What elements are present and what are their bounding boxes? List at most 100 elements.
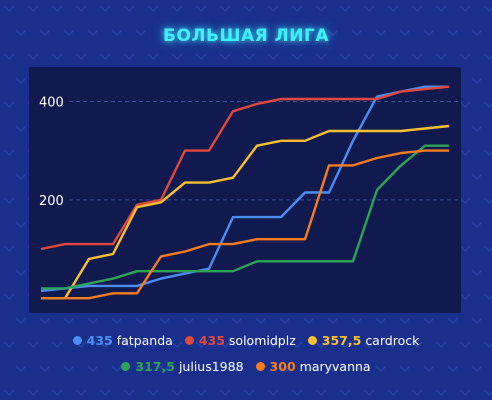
chevron-pattern-mark (459, 293, 471, 301)
chevron-pattern-mark (219, 53, 231, 61)
chevron-pattern-mark (459, 149, 471, 157)
chevron-pattern-mark (51, 341, 63, 349)
chevron-pattern-mark (483, 197, 492, 205)
chevron-pattern-mark (411, 389, 423, 397)
chevron-pattern-mark (315, 341, 327, 349)
chevron-pattern-mark (387, 389, 399, 397)
chevron-pattern-mark (387, 53, 399, 61)
chevron-pattern-mark (411, 53, 423, 61)
chevron-pattern-mark (207, 365, 219, 373)
chevron-pattern-mark (183, 29, 195, 37)
chevron-pattern-mark (195, 53, 207, 61)
chevron-pattern-mark (243, 5, 255, 13)
y-tick-label-400: 400 (39, 95, 64, 110)
chevron-pattern-mark (243, 389, 255, 397)
chevron-pattern-mark (459, 197, 471, 205)
chevron-pattern-mark (375, 365, 387, 373)
chart-y-ticks: 200 400 (39, 95, 64, 208)
chevron-pattern-mark (471, 77, 483, 85)
chevron-pattern-mark (447, 365, 459, 373)
legend-dot (72, 336, 82, 345)
chevron-pattern-mark (483, 101, 492, 109)
chevron-pattern-mark (75, 5, 87, 13)
chevron-pattern-mark (243, 341, 255, 349)
chevron-pattern-mark (159, 317, 171, 325)
chevron-pattern-mark (291, 5, 303, 13)
chevron-pattern-mark (363, 53, 375, 61)
legend-score: 357,5 (321, 333, 362, 348)
chevron-pattern-mark (375, 29, 387, 37)
chevron-pattern-mark (483, 149, 492, 157)
chevron-pattern-mark (3, 197, 15, 205)
chevron-pattern-mark (3, 53, 15, 61)
chevron-pattern-mark (387, 5, 399, 13)
legend-item-julius1988: 317,5 julius1988 (121, 359, 244, 374)
chevron-pattern-mark (15, 77, 27, 85)
chevron-pattern-mark (75, 389, 87, 397)
chevron-pattern-mark (63, 317, 75, 325)
chevron-pattern-mark (231, 29, 243, 37)
chevron-pattern-mark (315, 5, 327, 13)
chevron-pattern-mark (351, 365, 363, 373)
chevron-pattern-mark (147, 5, 159, 13)
chevron-pattern-mark (387, 341, 399, 349)
legend-name: julius1988 (178, 359, 244, 374)
chevron-pattern-mark (15, 29, 27, 37)
chevron-pattern-mark (267, 5, 279, 13)
chevron-pattern-mark (87, 29, 99, 37)
chevron-pattern-mark (51, 389, 63, 397)
chevron-pattern-mark (483, 245, 492, 253)
chevron-pattern-mark (195, 341, 207, 349)
chevron-pattern-mark (123, 341, 135, 349)
league-line-chart: 200 400 (39, 85, 461, 300)
chevron-pattern-mark (15, 173, 27, 181)
chevron-pattern-mark (219, 5, 231, 13)
legend-name: fatpanda (116, 333, 173, 348)
series-line-cardrock (41, 124, 450, 300)
chevron-pattern-mark (471, 317, 483, 325)
chevron-pattern-mark (279, 365, 291, 373)
chevron-pattern-mark (399, 365, 411, 373)
page-title: БОЛЬШАЯ ЛИГА (163, 26, 329, 46)
legend-row-2: 317,5 julius1988 300 maryvanna (0, 359, 492, 374)
chevron-pattern-mark (3, 5, 15, 13)
chevron-pattern-mark (39, 365, 51, 373)
chevron-pattern-mark (483, 389, 492, 397)
chevron-pattern-mark (171, 389, 183, 397)
chevron-pattern-mark (291, 389, 303, 397)
chevron-pattern-mark (267, 341, 279, 349)
chevron-pattern-mark (231, 365, 243, 373)
chevron-pattern-mark (111, 365, 123, 373)
legend-dot (184, 336, 194, 345)
chevron-pattern-mark (303, 365, 315, 373)
chevron-pattern-mark (459, 101, 471, 109)
legend-item-fatpanda: 435 fatpanda (72, 333, 173, 348)
chevron-pattern-mark (339, 53, 351, 61)
chevron-pattern-mark (99, 389, 111, 397)
chevron-pattern-mark (147, 389, 159, 397)
chevron-pattern-mark (99, 341, 111, 349)
chevron-pattern-mark (207, 29, 219, 37)
chevron-pattern-mark (159, 365, 171, 373)
chevron-pattern-mark (15, 221, 27, 229)
chevron-pattern-mark (159, 29, 171, 37)
chevron-pattern-mark (255, 317, 267, 325)
chevron-pattern-mark (27, 341, 39, 349)
chevron-pattern-mark (15, 269, 27, 277)
legend-name: cardrock (365, 333, 420, 348)
chevron-pattern-mark (3, 245, 15, 253)
chevron-pattern-mark (483, 5, 492, 13)
chevron-pattern-mark (339, 5, 351, 13)
chevron-pattern-mark (75, 53, 87, 61)
chevron-pattern-mark (447, 317, 459, 325)
chevron-pattern-mark (171, 5, 183, 13)
chevron-pattern-mark (339, 389, 351, 397)
legend-name: maryvanna (299, 359, 371, 374)
series-line-julius1988 (41, 144, 449, 290)
chevron-pattern-mark (255, 29, 267, 37)
chevron-pattern-mark (435, 341, 447, 349)
chevron-pattern-mark (87, 365, 99, 373)
chevron-pattern-mark (111, 29, 123, 37)
chevron-pattern-mark (459, 389, 471, 397)
legend-score: 317,5 (135, 359, 175, 374)
